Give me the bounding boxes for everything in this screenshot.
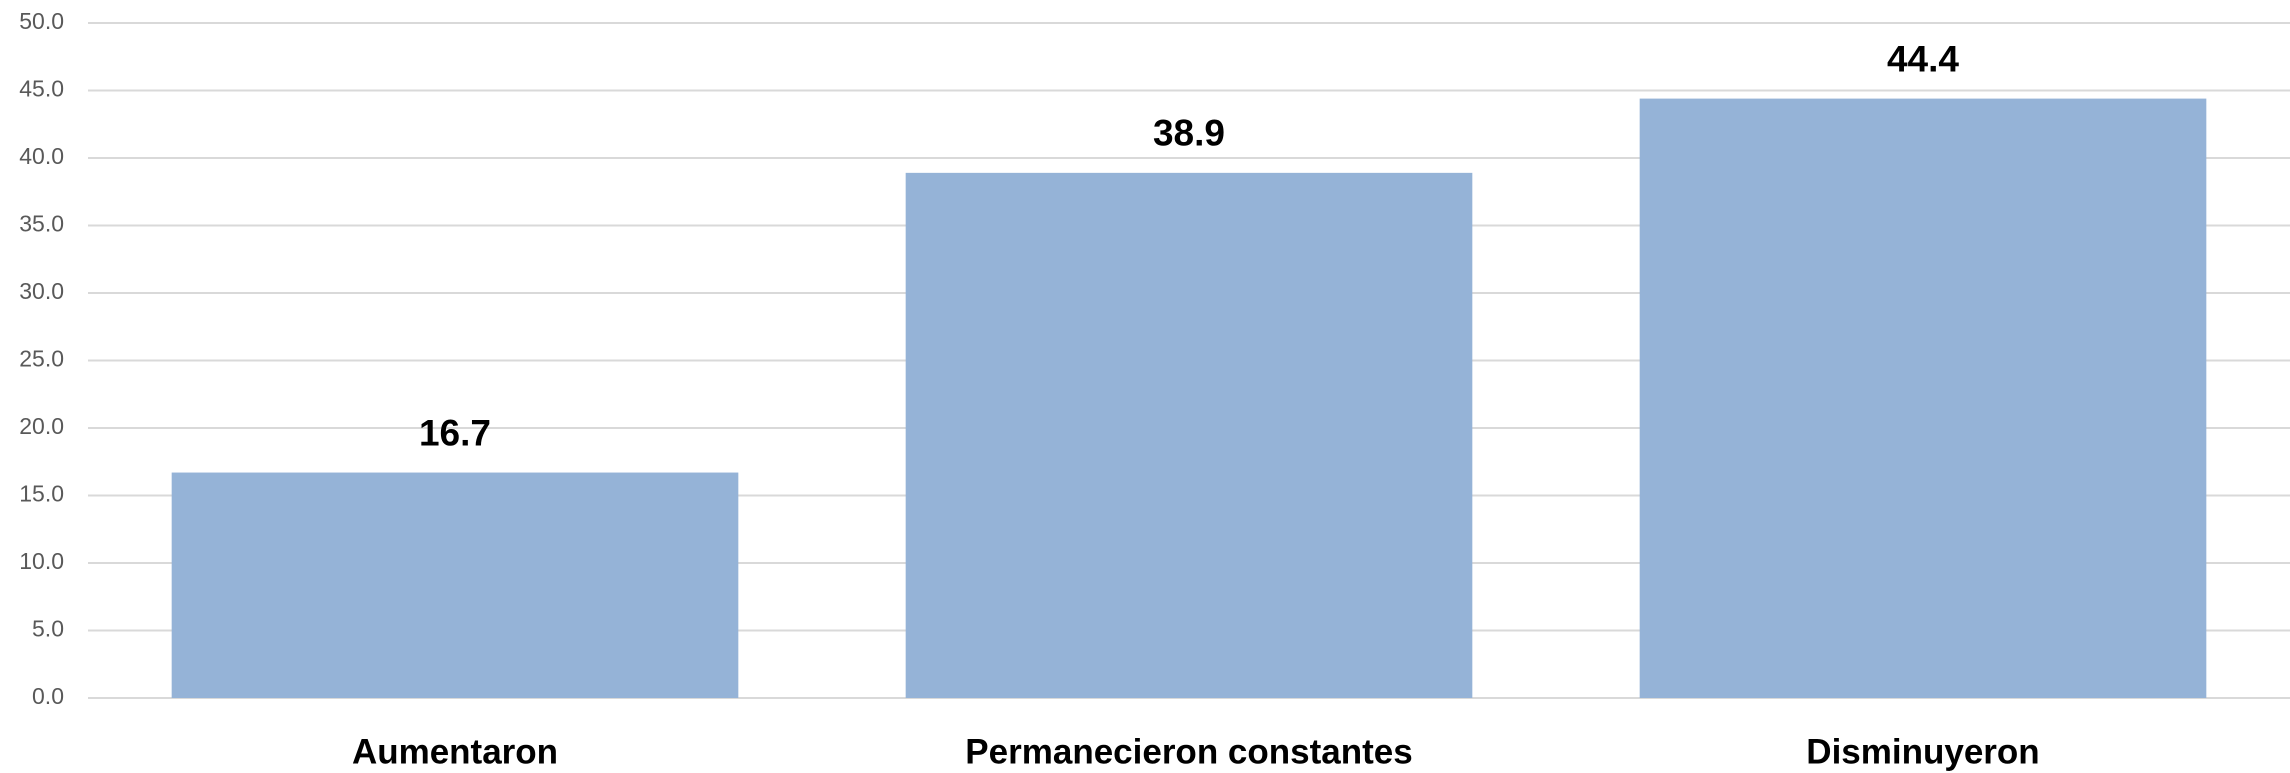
data-label: 16.7 (419, 412, 491, 453)
y-tick-label: 40.0 (19, 143, 64, 169)
y-tick-label: 0.0 (32, 683, 64, 709)
y-tick-label: 25.0 (19, 346, 64, 372)
y-tick-label: 5.0 (32, 616, 64, 642)
x-tick-label: Disminuyeron (1806, 732, 2039, 771)
y-tick-label: 15.0 (19, 481, 64, 507)
y-tick-label: 10.0 (19, 548, 64, 574)
data-label: 44.4 (1887, 38, 1959, 79)
y-tick-label: 45.0 (19, 76, 64, 102)
data-label: 38.9 (1153, 113, 1225, 154)
y-tick-label: 20.0 (19, 413, 64, 439)
x-tick-label: Aumentaron (352, 732, 558, 771)
bar (905, 172, 1473, 699)
y-tick-label: 50.0 (19, 8, 64, 34)
bar (171, 472, 739, 698)
x-tick-label: Permanecieron constantes (965, 732, 1412, 771)
y-tick-label: 35.0 (19, 211, 64, 237)
y-tick-label: 30.0 (19, 278, 64, 304)
bar (1639, 98, 2207, 699)
